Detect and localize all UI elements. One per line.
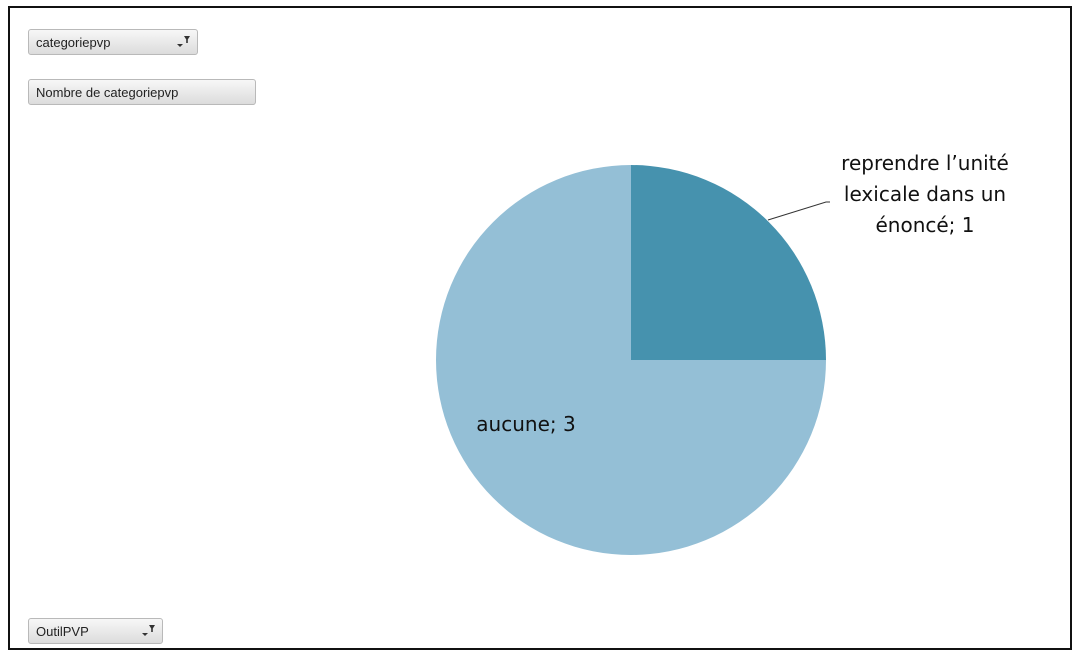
axis-filter-label: OutilPVP (36, 623, 89, 639)
data-label-slice-0-line-1: lexicale dans un (844, 182, 1006, 206)
data-label-slice-0-line-0: reprendre l’unité (841, 151, 1009, 175)
data-label-slice-1: aucune; 3 (476, 412, 575, 436)
leader-line (767, 201, 830, 221)
axis-filter-button[interactable]: OutilPVP (28, 618, 163, 644)
category-filter-button[interactable]: categoriepvp (28, 29, 198, 55)
pie-slice-1 (436, 165, 826, 555)
category-filter-label: categoriepvp (36, 34, 111, 50)
pie-slice-0 (631, 165, 826, 360)
data-label-slice-0-line-2: énoncé; 1 (875, 213, 974, 237)
filter-dropdown-icon (142, 625, 155, 636)
filter-dropdown-icon (177, 36, 190, 47)
value-field-button[interactable]: Nombre de categoriepvp (28, 79, 256, 105)
value-field-label: Nombre de categoriepvp (36, 84, 179, 100)
